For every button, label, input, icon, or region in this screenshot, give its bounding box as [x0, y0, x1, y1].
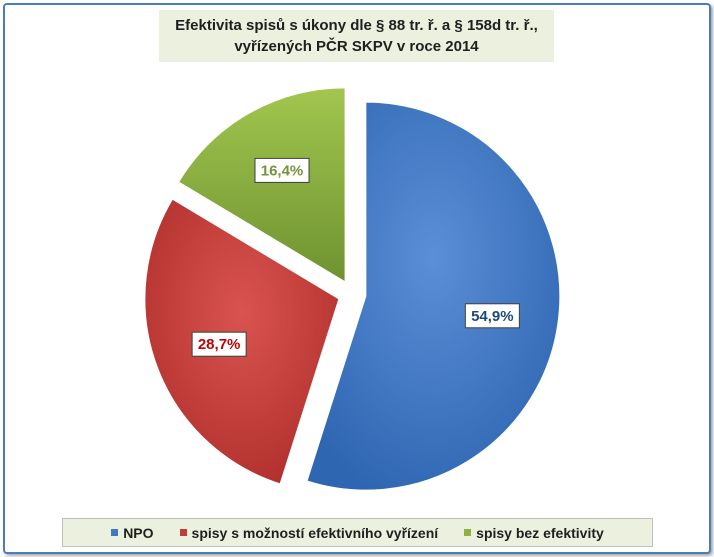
legend-item-npo: NPO — [111, 524, 154, 541]
svg-text:28,7%: 28,7% — [198, 336, 241, 353]
chart-title-line-2: vyřízených PČR SKPV v roce 2014 — [234, 38, 479, 55]
slice-npo — [306, 101, 561, 491]
legend-label-npo: NPO — [123, 524, 154, 541]
legend-label-efektivni: spisy s možností efektivního vyřízení — [191, 524, 439, 541]
data-label-npo: 54,9% — [464, 303, 520, 329]
slice-bez-efektivity — [178, 87, 346, 283]
legend: NPO spisy s možností efektivního vyřízen… — [62, 518, 653, 547]
legend-item-bez-efektivity: spisy bez efektivity — [464, 525, 604, 541]
legend-swatch-npo — [111, 529, 119, 536]
svg-text:54,9%: 54,9% — [471, 308, 514, 325]
svg-text:16,4%: 16,4% — [261, 162, 304, 179]
chart-title: Efektivita spisů s úkony dle § 88 tr. ř.… — [159, 10, 554, 62]
legend-swatch-bez-efektivity — [464, 529, 472, 536]
chart-title-line-1: Efektivita spisů s úkony dle § 88 tr. ř.… — [175, 17, 538, 34]
legend-label-bez-efektivity: spisy bez efektivity — [476, 524, 604, 541]
data-label-bez-efektivity: 16,4% — [254, 157, 310, 183]
legend-item-efektivni: spisy s možností efektivního vyřízení — [179, 524, 439, 541]
legend-swatch-efektivni — [179, 529, 187, 536]
data-label-efektivni: 28,7% — [191, 331, 247, 357]
